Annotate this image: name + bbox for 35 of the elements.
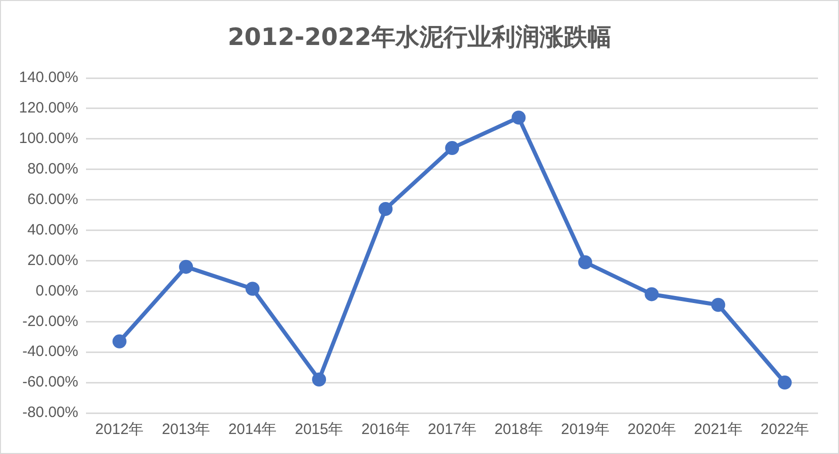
point: [378, 202, 393, 216]
point: [246, 282, 260, 296]
y-tick-label: 40.00%: [27, 221, 78, 238]
y-tick-label: 80.00%: [27, 160, 78, 178]
y-tick-label: 140.00%: [19, 69, 78, 86]
y-tick-label: -80.00%: [22, 404, 78, 422]
x-tick-label: 2021年: [694, 421, 742, 438]
point: [578, 255, 592, 270]
x-tick-label: 2015年: [294, 421, 344, 438]
point: [644, 287, 659, 302]
point: [179, 260, 194, 274]
y-tick-label: 60.00%: [27, 190, 78, 208]
y-tick-label: 100.00%: [19, 130, 78, 148]
y-tick-label: -40.00%: [22, 343, 78, 360]
chart-title: 2012-2022年水泥行业利润涨跌幅: [226, 22, 612, 53]
y-tick-label: 0.00%: [36, 282, 78, 300]
y-tick-label: 120.00%: [19, 100, 78, 117]
point: [112, 334, 126, 348]
x-tick-label: 2020年: [628, 421, 676, 438]
point: [312, 372, 326, 386]
x-tick-label: 2012年: [95, 421, 144, 438]
x-tick-label: 2022年: [760, 421, 809, 438]
y-tick-label: -60.00%: [22, 374, 78, 391]
y-tick-label: -20.00%: [22, 312, 78, 330]
x-tick-label: 2017年: [428, 421, 476, 438]
x-tick-label: 2019年: [560, 421, 610, 438]
x-tick-label: 2013年: [162, 421, 210, 438]
x-tick-label: 2016年: [361, 421, 410, 438]
x-tick-label: 2014年: [228, 421, 277, 438]
point: [711, 298, 726, 312]
point: [512, 110, 526, 125]
point: [445, 141, 460, 156]
point: [778, 376, 792, 390]
x-tick-label: 2018年: [494, 421, 543, 438]
y-tick-label: 20.00%: [27, 252, 78, 269]
